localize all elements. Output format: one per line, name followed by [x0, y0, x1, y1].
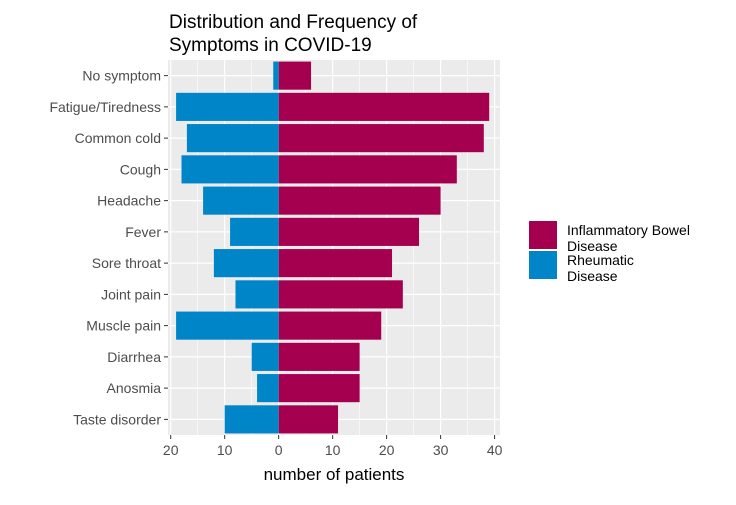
- bar-rheumatic: [176, 311, 279, 340]
- x-tick-label: 10: [217, 442, 233, 458]
- legend-label: Disease: [567, 268, 618, 284]
- bar-ibd: [278, 124, 484, 153]
- bar-rheumatic: [235, 280, 279, 309]
- legend-label: Disease: [567, 238, 618, 254]
- bar-ibd: [278, 374, 360, 403]
- y-tick-label: Joint pain: [101, 286, 161, 302]
- bar-ibd: [278, 405, 339, 434]
- y-tick-label: Muscle pain: [86, 318, 161, 334]
- y-tick-label: Fever: [125, 224, 161, 240]
- bar-ibd: [278, 249, 393, 278]
- bar-rheumatic: [230, 217, 279, 246]
- y-tick-label: Cough: [120, 161, 161, 177]
- bar-rheumatic: [186, 124, 279, 153]
- y-tick-label: Taste disorder: [73, 411, 161, 427]
- bar-ibd: [278, 311, 382, 340]
- bar-rheumatic: [224, 405, 279, 434]
- x-tick-label: 20: [379, 442, 395, 458]
- bar-rheumatic: [176, 92, 279, 121]
- plot-panel: [168, 60, 500, 435]
- bar-rheumatic: [213, 249, 279, 278]
- bar-rheumatic: [273, 61, 279, 90]
- bar-ibd: [278, 217, 420, 246]
- bar-rheumatic: [257, 374, 279, 403]
- bar-rheumatic: [251, 342, 279, 371]
- legend: Inflammatory BowelDiseaseRheumaticDiseas…: [529, 221, 690, 284]
- legend-key: [529, 251, 557, 279]
- y-axis: No symptom Fatigue/Tiredness Common cold Co…: [49, 68, 168, 427]
- x-tick-label: 30: [433, 442, 449, 458]
- legend-label: Rheumatic: [567, 252, 634, 268]
- legend-key: [529, 221, 557, 249]
- bar-ibd: [278, 92, 490, 121]
- bar-ibd: [278, 342, 360, 371]
- x-tick-label: 40: [487, 442, 503, 458]
- chart-title-line-2: Symptoms in COVID-19: [169, 35, 372, 56]
- chart-title: Distribution and Frequency of Symptoms i…: [169, 12, 418, 56]
- bar-ibd: [278, 280, 403, 309]
- legend-label: Inflammatory Bowel: [567, 222, 690, 238]
- bar-rheumatic: [181, 155, 279, 184]
- bar-rheumatic: [203, 186, 279, 215]
- y-tick-label: Common cold: [75, 130, 161, 146]
- y-tick-label: Headache: [97, 193, 161, 209]
- bar-ibd: [278, 155, 457, 184]
- y-tick-label: Diarrhea: [107, 349, 161, 365]
- y-tick-label: Anosmia: [107, 380, 162, 396]
- y-tick-label: Sore throat: [92, 255, 161, 271]
- bar-ibd: [278, 61, 312, 90]
- x-tick-label: 20: [163, 442, 179, 458]
- bar-ibd: [278, 186, 441, 215]
- x-axis-title: number of patients: [264, 465, 405, 484]
- x-tick-label: 10: [325, 442, 341, 458]
- y-tick-label: Fatigue/Tiredness: [49, 99, 161, 115]
- y-tick-label: No symptom: [82, 68, 161, 84]
- bars: [176, 61, 490, 434]
- chart-title-line-1: Distribution and Frequency of: [169, 12, 418, 33]
- x-axis: 20 10 0 10 20 30 40: [163, 435, 503, 458]
- x-tick-label: 0: [275, 442, 283, 458]
